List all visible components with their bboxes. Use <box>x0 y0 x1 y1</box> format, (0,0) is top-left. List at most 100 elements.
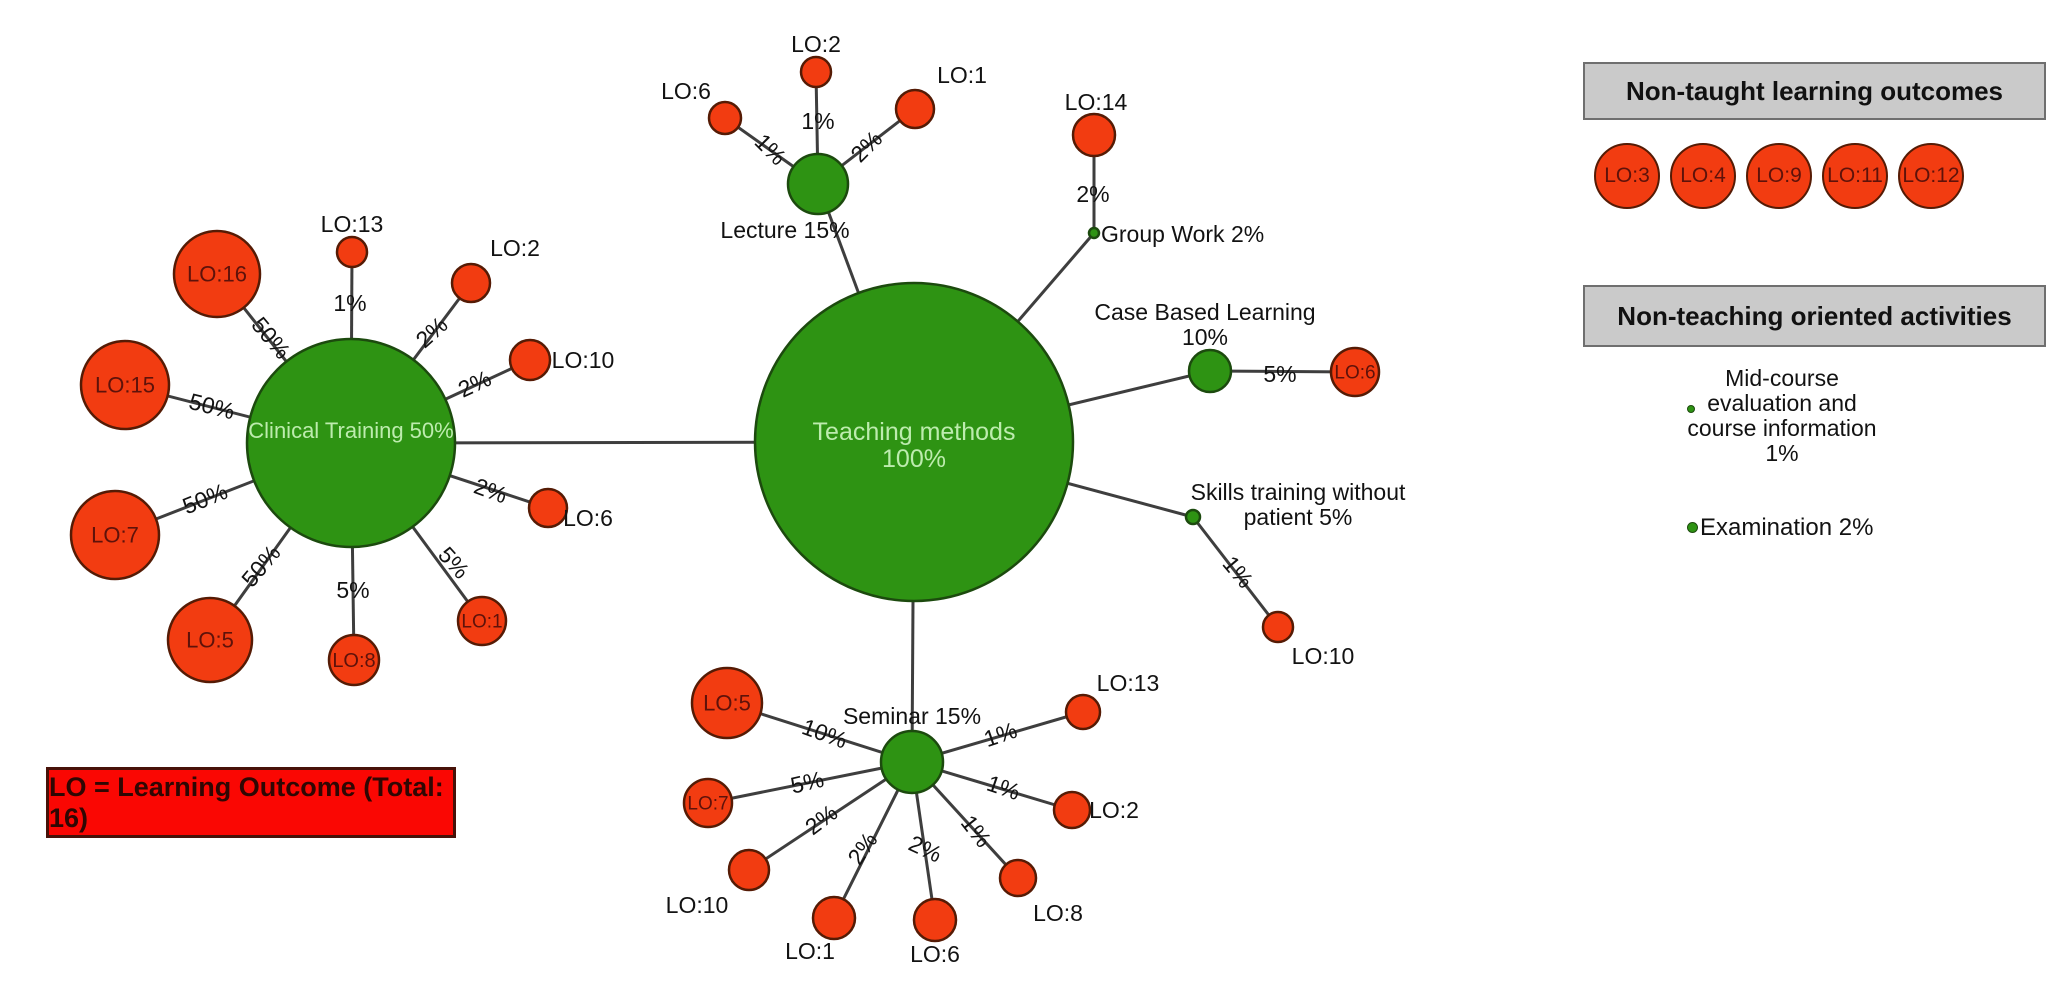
legend-non-taught-title: Non-taught learning outcomes <box>1626 75 2003 106</box>
node-label-lec1: LO:1 <box>937 62 987 88</box>
node-label-cl16: LO:16 <box>187 262 247 287</box>
node-label-cl: Clinical Training 50% <box>248 418 453 443</box>
edge-weight-label: 5% <box>433 542 475 584</box>
node-label-gw: Group Work 2% <box>1101 221 1264 247</box>
edge-weight-label: 1% <box>333 290 366 316</box>
legend-outcome-lo9: LO:9 <box>1746 143 1812 209</box>
node-s2 <box>1052 790 1092 830</box>
node-label-cbl: Case Based Learning <box>1094 299 1315 325</box>
edge-sk-sk10 <box>1191 516 1280 628</box>
node-cl6 <box>527 487 569 529</box>
edge-weight-label: 1% <box>980 717 1020 752</box>
legend-outcome-lo4: LO:4 <box>1670 143 1736 209</box>
legend-outcome-lo12: LO:12 <box>1898 143 1964 209</box>
node-cbl6 <box>1329 346 1381 398</box>
node-label-cl15: LO:15 <box>95 373 155 398</box>
node-label-cl5: LO:5 <box>186 628 234 653</box>
lo-definition-box: LO = Learning Outcome (Total: 16) <box>46 767 456 838</box>
legend-outcome-lo11: LO:11 <box>1822 143 1888 209</box>
legend-outcome-lo3: LO:3 <box>1594 143 1660 209</box>
node-label-lec: Lecture 15% <box>720 217 849 243</box>
node-cl15 <box>79 339 171 431</box>
edge-weight-label: 1% <box>801 108 834 134</box>
edge-weight-label: 1% <box>984 770 1024 805</box>
non-taught-outcomes-row: LO:3 LO:4 LO:9 LO:11 LO:12 <box>1594 143 1964 209</box>
edge-weight-label: 2% <box>905 830 946 868</box>
node-label-lec6: LO:6 <box>661 78 711 104</box>
edge-weight-label: 2% <box>845 125 887 167</box>
node-label-s5: LO:5 <box>703 691 751 716</box>
node-label-cl2: LO:2 <box>490 235 540 261</box>
edge-weight-label: 50% <box>179 478 231 519</box>
edge-sem-s10 <box>748 760 913 872</box>
node-label-s1: LO:1 <box>785 938 835 964</box>
node-label-gw14: LO:14 <box>1065 89 1128 115</box>
edge-weight-label: 1% <box>750 128 792 170</box>
node-label-s2: LO:2 <box>1089 797 1139 823</box>
node-lec6 <box>707 100 743 136</box>
node-cl13 <box>335 235 369 269</box>
examination-label: Examination 2% <box>1700 514 1874 541</box>
node-cl <box>245 337 457 549</box>
node-label-cl7: LO:7 <box>91 523 139 548</box>
edge-weight-label: 5% <box>788 766 826 799</box>
node-label-s6: LO:6 <box>910 941 960 967</box>
edge-weight-label: 50% <box>236 540 286 592</box>
midcourse-line: Mid-course <box>1725 365 1839 391</box>
node-label-s13: LO:13 <box>1097 670 1160 696</box>
node-label-cl1: LO:1 <box>461 612 502 633</box>
node-cl8 <box>327 633 381 687</box>
legend-non-taught-header: Non-taught learning outcomes <box>1583 62 2046 120</box>
midcourse-label: Mid-course evaluation and course informati… <box>1632 366 1932 466</box>
node-cbl <box>1187 348 1233 394</box>
node-s7 <box>682 777 734 829</box>
node-label-sem: Seminar 15% <box>843 703 981 729</box>
node-s10 <box>727 848 771 892</box>
node-gw <box>1087 226 1101 240</box>
node-label-cbl6: LO:6 <box>1334 363 1375 384</box>
node-s6 <box>912 897 958 943</box>
edge-weight-label: 2% <box>454 365 495 403</box>
node-label-cl8: LO:8 <box>332 650 375 672</box>
node-cl16 <box>172 229 262 319</box>
node-s1 <box>811 895 857 941</box>
node-label-t: Teaching methods <box>813 418 1016 446</box>
node-lec1 <box>894 88 936 130</box>
node-s5 <box>690 666 764 740</box>
edge-weight-label: 5% <box>1263 361 1296 387</box>
node-sk <box>1184 508 1202 526</box>
legend-non-teaching-header: Non-teaching oriented activities <box>1583 285 2046 347</box>
edge-sem-s7 <box>707 760 913 805</box>
midcourse-line: evaluation and <box>1707 390 1857 416</box>
node-label-cl13: LO:13 <box>321 211 384 237</box>
node-sem <box>879 729 945 795</box>
node-cl7 <box>69 489 161 581</box>
node-label-sk: Skills training without <box>1191 479 1406 505</box>
node-label-lec2: LO:2 <box>791 31 841 57</box>
node-label-sk: patient 5% <box>1244 504 1353 530</box>
node-label-cl10: LO:10 <box>552 347 615 373</box>
node-lec <box>786 152 850 216</box>
edge-weight-label: 5% <box>336 577 369 603</box>
legend-non-teaching-title: Non-teaching oriented activities <box>1617 300 2012 331</box>
edge-weight-label: 2% <box>1076 181 1109 207</box>
node-gw14 <box>1071 112 1117 158</box>
midcourse-line: course information <box>1687 415 1877 441</box>
node-label-sk10: LO:10 <box>1292 643 1355 669</box>
node-cl2 <box>450 262 492 304</box>
node-s8 <box>998 858 1038 898</box>
node-s13 <box>1064 693 1102 731</box>
node-label-s7: LO:7 <box>687 794 728 815</box>
node-sk10 <box>1261 610 1295 644</box>
node-label-s10: LO:10 <box>666 892 729 918</box>
node-lec2 <box>799 55 833 89</box>
edge-weight-label: 2% <box>471 473 511 509</box>
node-cl10 <box>508 338 552 382</box>
edge-weight-label: 2% <box>800 799 842 840</box>
midcourse-line: 1% <box>1765 440 1799 466</box>
node-label-s8: LO:8 <box>1033 900 1083 926</box>
node-cl1 <box>456 595 508 647</box>
edge-weight-label: 50% <box>186 388 237 424</box>
